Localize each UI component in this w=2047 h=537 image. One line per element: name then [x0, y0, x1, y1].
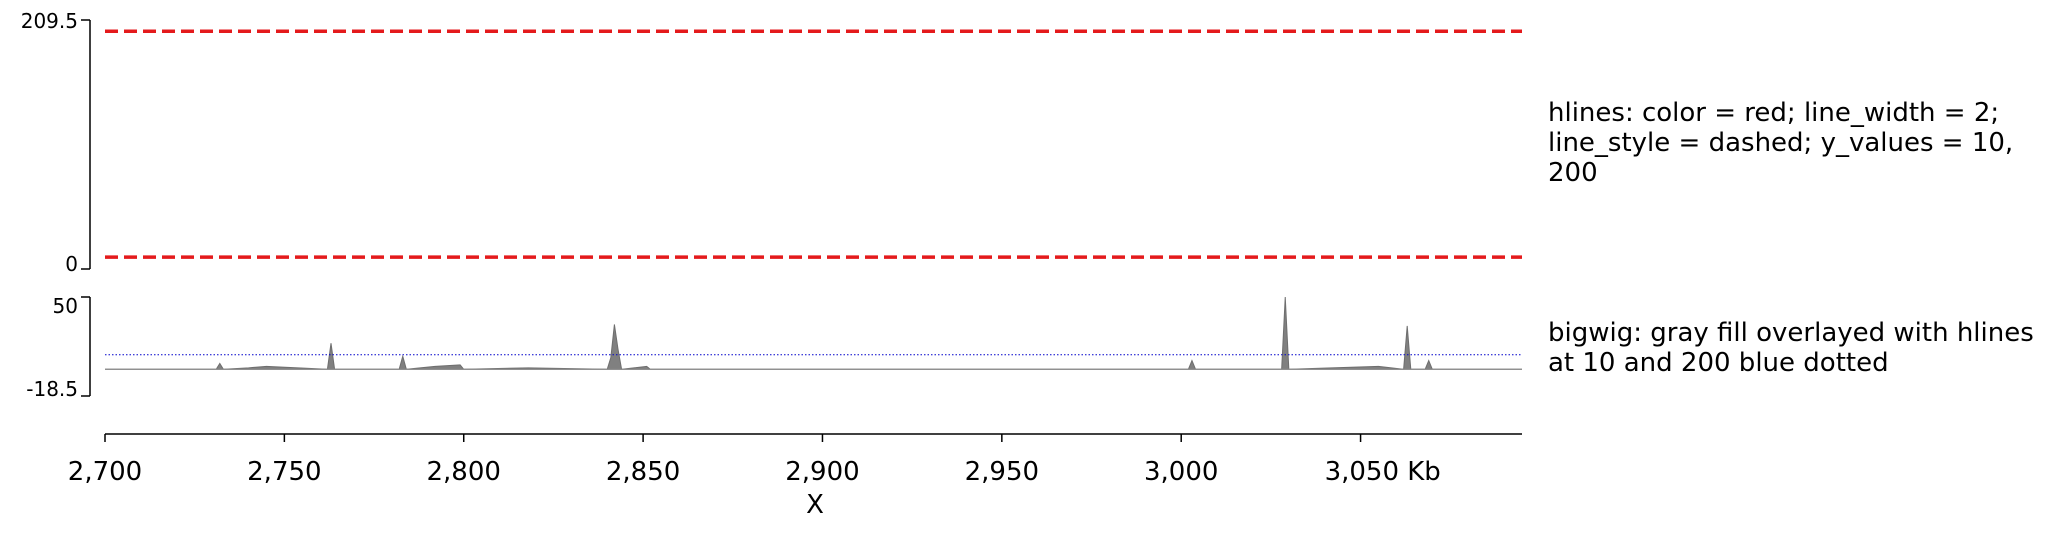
x-tick-label: 3,000: [1144, 457, 1218, 487]
x-tick-label: 2,800: [427, 457, 501, 487]
hlines-lines: [105, 29, 1522, 259]
bigwig-track: 50 -18.5 bigwig: gray fill overlayed wit…: [26, 294, 2042, 401]
bigwig-y-axis: 50 -18.5: [26, 294, 91, 401]
x-tick-label: 2,700: [68, 457, 142, 487]
x-axis-label: X: [806, 490, 824, 520]
x-axis: X 2,700 2,750 2,800 2,850 2,900 2,950 3,000 3,0…: [68, 433, 1522, 520]
bigwig-y-max-label: 50: [53, 294, 78, 318]
bigwig-signal-area: [105, 296, 1522, 370]
bigwig-y-min-label: -18.5: [26, 377, 78, 401]
hlines-track: 209.5 0 hlines: color = red; line_width …: [21, 9, 2021, 276]
x-tick-label: 2,900: [785, 457, 859, 487]
bigwig-plot: [105, 296, 1522, 370]
hlines-y-axis: 209.5 0: [21, 9, 91, 276]
bigwig-track-label: bigwig: gray fill overlayed with hlines …: [1548, 318, 2042, 378]
hlines-y-min-label: 0: [65, 252, 78, 276]
x-tick-label: 2,950: [965, 457, 1039, 487]
x-tick-label: 2,850: [606, 457, 680, 487]
hlines-y-max-label: 209.5: [21, 9, 78, 33]
x-tick-label: 2,750: [247, 457, 321, 487]
x-tick-label: 3,050 Kb: [1325, 457, 1441, 487]
hlines-track-label: hlines: color = red; line_width = 2; lin…: [1548, 98, 2021, 188]
